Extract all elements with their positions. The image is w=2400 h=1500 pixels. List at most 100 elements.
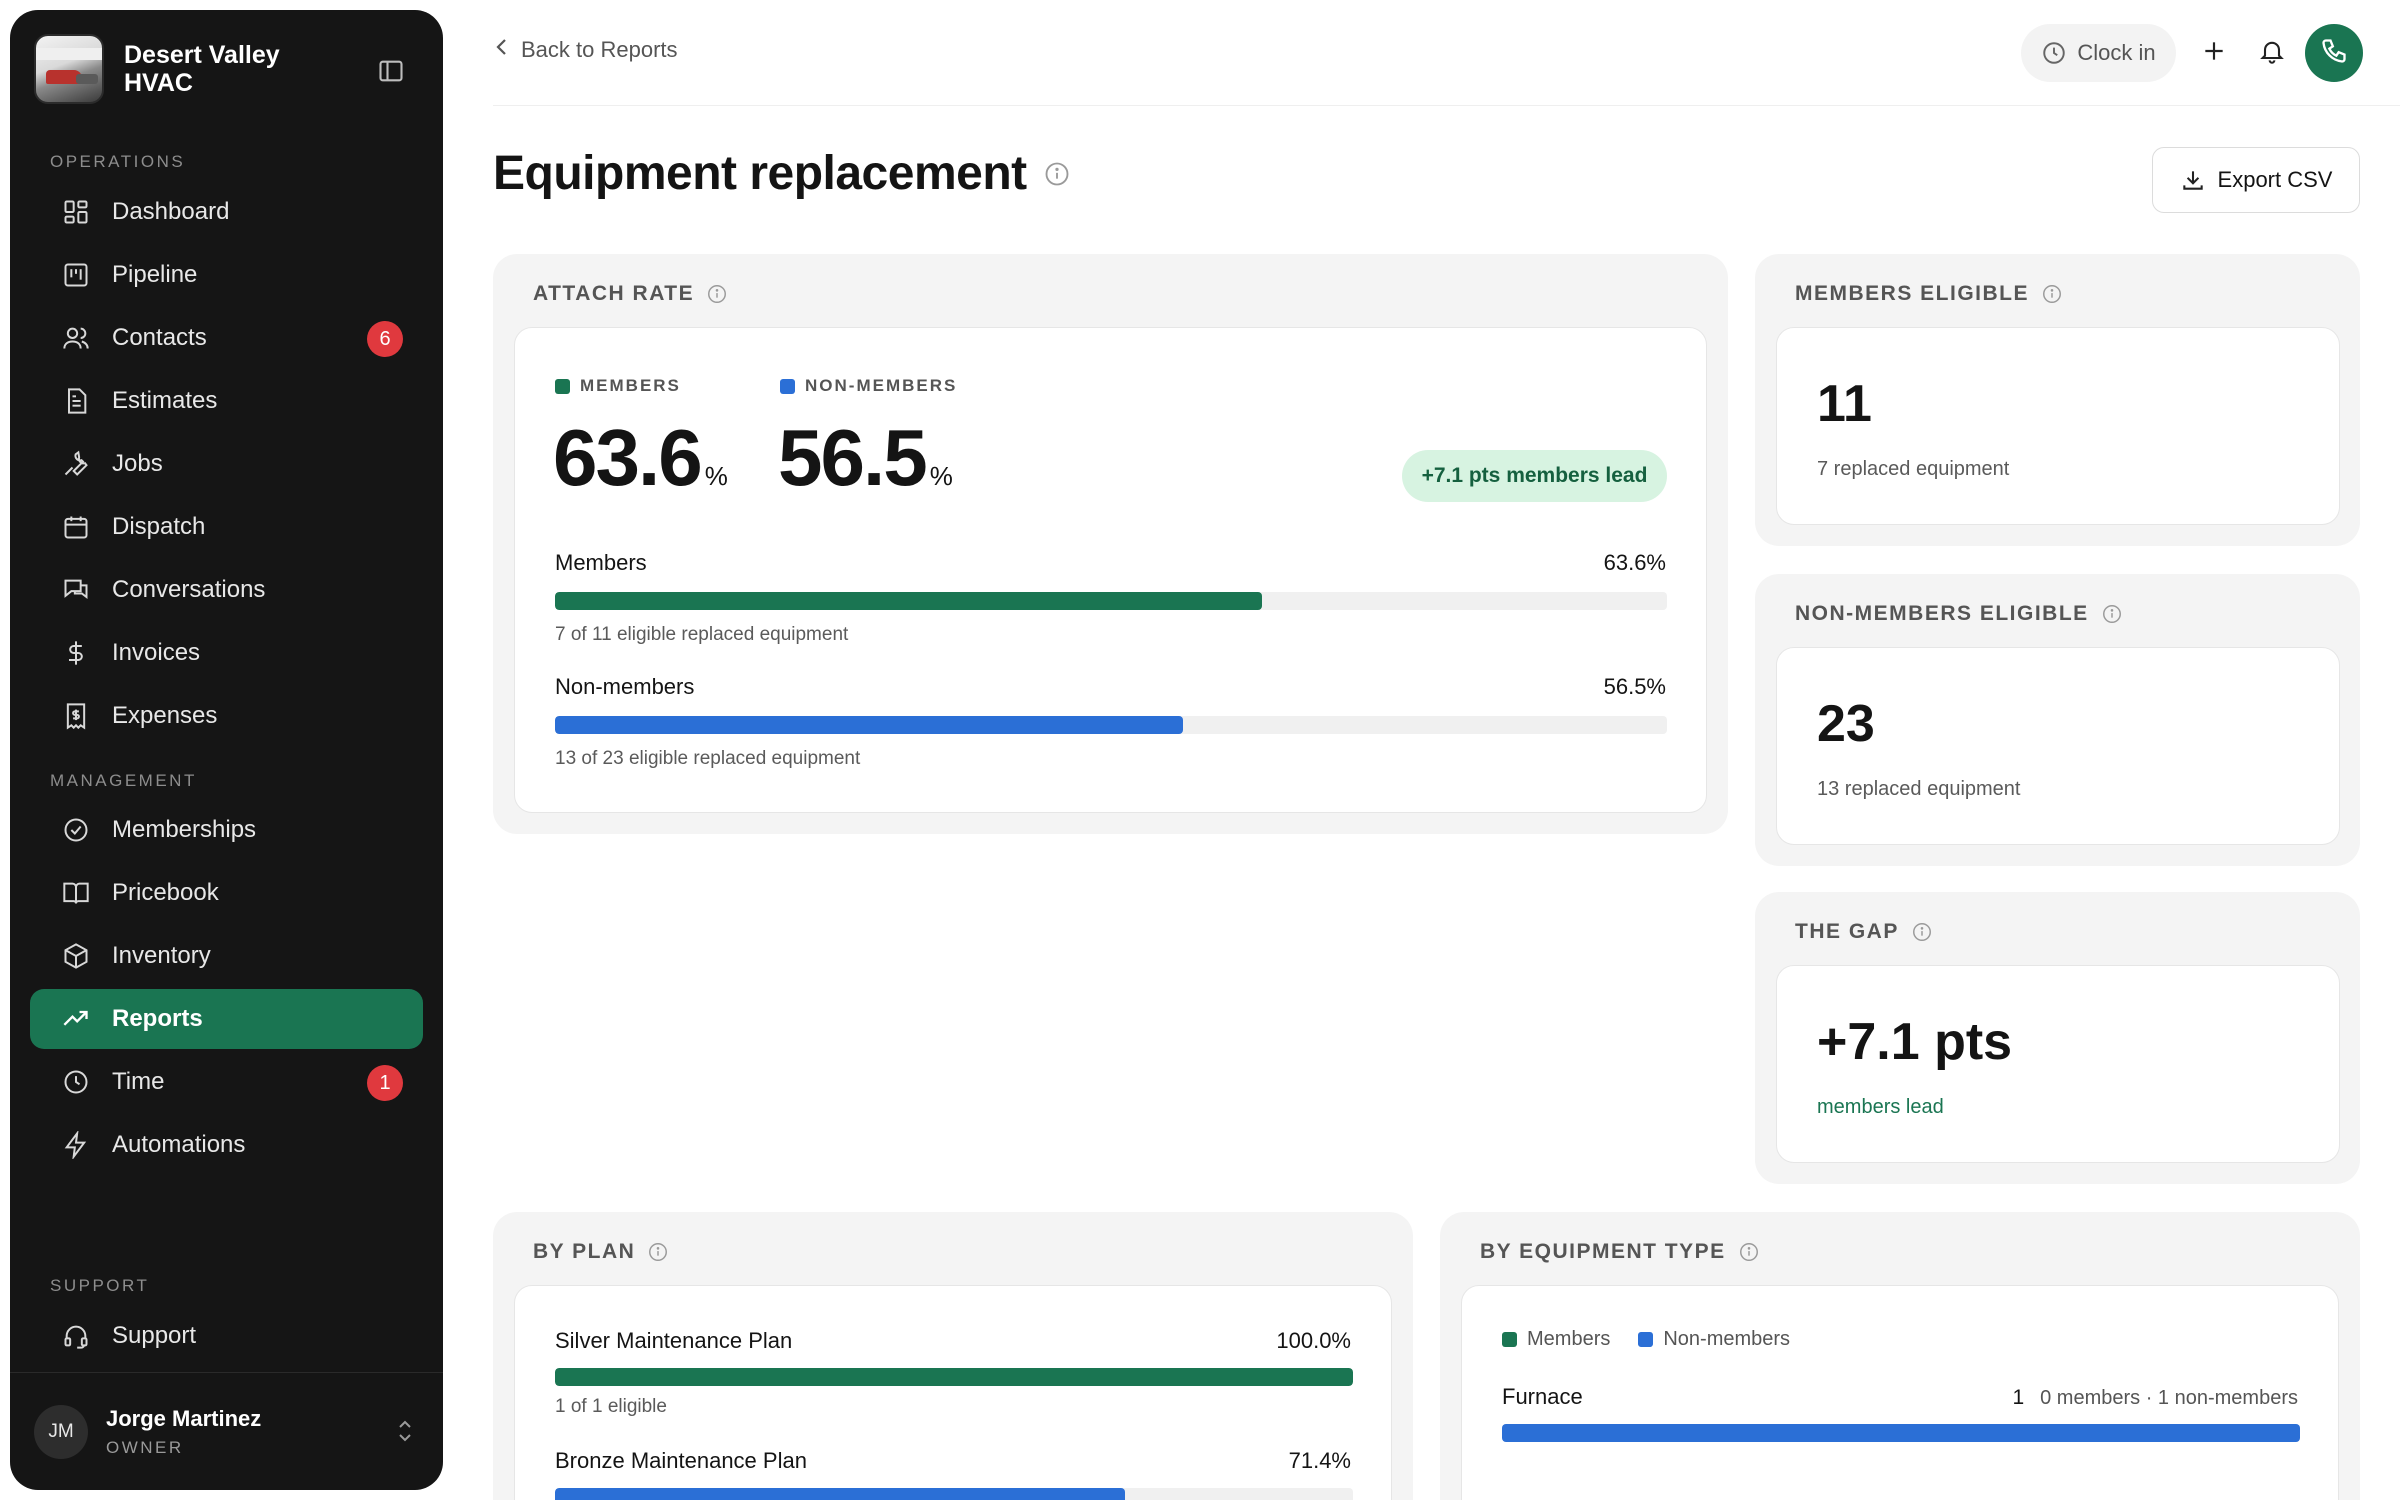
members-legend-swatch xyxy=(555,379,570,395)
info-icon[interactable] xyxy=(2101,603,2123,625)
notifications-button[interactable] xyxy=(2243,24,2301,82)
sidebar-item-label: Automations xyxy=(112,1131,246,1158)
legend-label: Non-members xyxy=(1663,1328,1791,1350)
members-eligible-value: 11 xyxy=(1817,375,1872,433)
gap-sub: members lead xyxy=(1817,1096,1944,1118)
sidebar-item-contacts[interactable]: Contacts 6 xyxy=(30,308,423,368)
export-csv-button[interactable]: Export CSV xyxy=(2152,147,2360,213)
export-csv-label: Export CSV xyxy=(2217,167,2333,192)
by-equipment-panel: BY EQUIPMENT TYPE Members Non-members Fu… xyxy=(1440,1212,2360,1500)
pipeline-icon xyxy=(60,259,92,291)
members-eligible-card: 11 7 replaced equipment xyxy=(1776,327,2340,525)
non-members-legend-label: NON-MEMBERS xyxy=(805,376,958,395)
section-label-operations: OPERATIONS xyxy=(50,152,186,171)
dollar-icon xyxy=(60,637,92,669)
non-members-bar-track xyxy=(555,716,1667,734)
sidebar-item-label: Dispatch xyxy=(112,513,206,540)
non-members-eligible-sub: 13 replaced equipment xyxy=(1817,778,2021,800)
add-button[interactable] xyxy=(2185,24,2243,82)
clock-in-label: Clock in xyxy=(2077,40,2156,65)
members-bar-track xyxy=(555,592,1667,610)
members-eligible-panel: MEMBERS ELIGIBLE 11 7 replaced equipment xyxy=(1755,254,2360,546)
sidebar-item-jobs[interactable]: Jobs xyxy=(30,434,423,494)
user-role: OWNER xyxy=(106,1437,184,1457)
back-link-label: Back to Reports xyxy=(521,37,678,62)
sidebar-item-estimates[interactable]: Estimates xyxy=(30,371,423,431)
members-legend-label: MEMBERS xyxy=(580,376,681,395)
headset-icon xyxy=(60,1320,92,1352)
non-members-eligible-value: 23 xyxy=(1817,695,1875,753)
non-members-row-label: Non-members xyxy=(555,674,695,699)
by-plan-panel: BY PLAN Silver Maintenance Plan 100.0% 1… xyxy=(493,1212,1413,1500)
members-eligible-sub: 7 replaced equipment xyxy=(1817,458,2010,480)
non-members-eligible-label: NON-MEMBERS ELIGIBLE xyxy=(1795,602,2089,625)
info-icon[interactable] xyxy=(1043,160,1071,188)
info-icon[interactable] xyxy=(1738,1241,1760,1263)
equipment-bar-track xyxy=(1502,1424,2300,1442)
clock-icon xyxy=(2041,40,2067,66)
sidebar-item-label: Pricebook xyxy=(112,879,219,906)
sidebar-item-expenses[interactable]: Expenses xyxy=(30,686,423,746)
panel-label: BY EQUIPMENT TYPE xyxy=(1480,1240,1760,1264)
sidebar-item-dispatch[interactable]: Dispatch xyxy=(30,497,423,557)
by-plan-card: Silver Maintenance Plan 100.0% 1 of 1 el… xyxy=(514,1285,1392,1500)
sidebar-item-time[interactable]: Time 1 xyxy=(30,1052,423,1112)
sidebar-item-automations[interactable]: Automations xyxy=(30,1115,423,1175)
sidebar-item-memberships[interactable]: Memberships xyxy=(30,800,423,860)
sidebar-item-support[interactable]: Support xyxy=(30,1306,423,1366)
clock-icon xyxy=(60,1066,92,1098)
members-legend-swatch xyxy=(1502,1332,1517,1347)
sidebar-item-pricebook[interactable]: Pricebook xyxy=(30,863,423,923)
panel-label: THE GAP xyxy=(1795,920,1933,944)
wrench-icon xyxy=(60,448,92,480)
legend-label: Members xyxy=(1527,1328,1611,1350)
chevron-up-down-icon[interactable] xyxy=(393,1417,417,1450)
non-members-bar-fill xyxy=(555,716,1184,734)
user-menu[interactable]: JM Jorge Martinez OWNER xyxy=(10,1372,443,1490)
sidebar-item-label: Pipeline xyxy=(112,261,198,288)
non-members-row-value: 56.5% xyxy=(1603,674,1666,699)
sidebar-item-label: Support xyxy=(112,1322,197,1349)
members-eligible-label: MEMBERS ELIGIBLE xyxy=(1795,282,2030,305)
info-icon[interactable] xyxy=(647,1241,669,1263)
non-members-rate-number: 56.5 xyxy=(778,413,928,502)
page-title: Equipment replacement xyxy=(493,146,1071,201)
plan-row-value: 71.4% xyxy=(1288,1448,1351,1473)
book-icon xyxy=(60,877,92,909)
back-to-reports-link[interactable]: Back to Reports xyxy=(493,36,678,64)
info-icon[interactable] xyxy=(706,283,728,305)
sidebar-item-label: Contacts xyxy=(112,324,207,351)
info-icon[interactable] xyxy=(2041,283,2063,305)
phone-button[interactable] xyxy=(2305,24,2363,82)
clock-in-button[interactable]: Clock in xyxy=(2021,24,2176,82)
info-icon[interactable] xyxy=(1911,921,1933,943)
section-label-management: MANAGEMENT xyxy=(50,771,197,790)
members-row-value: 63.6% xyxy=(1603,550,1666,575)
chat-icon xyxy=(60,574,92,606)
panel-label: NON-MEMBERS ELIGIBLE xyxy=(1795,602,2123,626)
attach-rate-panel: ATTACH RATE MEMBERS NON-MEMBERS 63.6% 56… xyxy=(493,254,1728,834)
sidebar-toggle-icon[interactable] xyxy=(374,54,408,88)
sidebar-item-label: Time xyxy=(112,1068,165,1095)
sidebar-item-conversations[interactable]: Conversations xyxy=(30,560,423,620)
equipment-row-meta: 1 0 members · 1 non-members xyxy=(2012,1386,2298,1410)
sidebar-item-label: Dashboard xyxy=(112,198,230,225)
dashboard-icon xyxy=(60,196,92,228)
equipment-row-count: 1 xyxy=(2012,1386,2025,1409)
sidebar-item-label: Expenses xyxy=(112,702,218,729)
topbar: Back to Reports Clock in xyxy=(493,0,2400,106)
page-title-text: Equipment replacement xyxy=(493,147,1027,200)
by-equipment-label: BY EQUIPMENT TYPE xyxy=(1480,1240,1726,1263)
sidebar-item-dashboard[interactable]: Dashboard xyxy=(30,182,423,242)
sidebar-item-pipeline[interactable]: Pipeline xyxy=(30,245,423,305)
plan-row-value: 100.0% xyxy=(1276,1328,1351,1353)
non-members-legend-swatch xyxy=(1638,1332,1654,1347)
brand[interactable]: Desert Valley HVAC xyxy=(34,34,419,104)
sidebar-item-inventory[interactable]: Inventory xyxy=(30,926,423,986)
percent-sign: % xyxy=(704,461,728,491)
non-members-legend-swatch xyxy=(780,379,795,395)
estimates-icon xyxy=(60,385,92,417)
sidebar-item-invoices[interactable]: Invoices xyxy=(30,623,423,683)
sidebar-item-reports[interactable]: Reports xyxy=(30,989,423,1049)
plan-bar-track xyxy=(555,1488,1353,1500)
